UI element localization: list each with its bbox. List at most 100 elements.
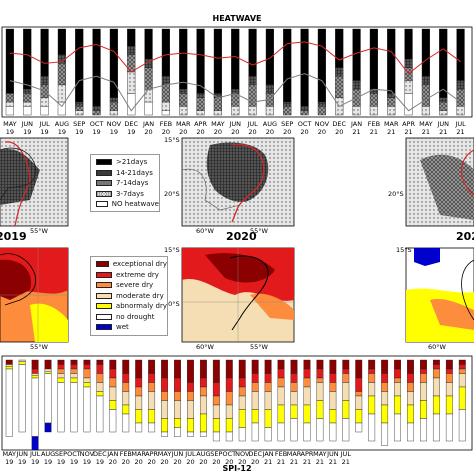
spi-bar-segment bbox=[135, 377, 143, 388]
heatwave-month-label: NOV bbox=[315, 120, 330, 128]
heatwave-bar-segment bbox=[387, 97, 396, 107]
spi-bar-segment bbox=[174, 391, 181, 401]
heatwave-bar-segment bbox=[248, 76, 257, 86]
legend-label: >21days bbox=[116, 158, 148, 167]
spi-bar-segment bbox=[264, 391, 272, 410]
heatwave-bar-segment bbox=[369, 93, 379, 107]
heatwave-year-label: 20 bbox=[196, 128, 204, 136]
spi-bar-segment bbox=[174, 400, 181, 419]
spi-bar-segment bbox=[394, 377, 402, 383]
lat-label-15s-b: 15°S bbox=[164, 246, 180, 254]
heatwave-bar-segment bbox=[57, 101, 67, 116]
spi-bar-segment bbox=[381, 404, 389, 424]
heatwave-red-line bbox=[9, 41, 461, 75]
spi-bar-segment bbox=[303, 422, 311, 442]
spi-bar-segment bbox=[420, 418, 427, 442]
lon-label-55w-b: 55°W bbox=[250, 227, 269, 235]
heatwave-year-label: 20 bbox=[318, 128, 326, 136]
heatwave-bar-segment bbox=[161, 110, 171, 116]
heatwave-year-label: 20 bbox=[144, 128, 152, 136]
spi-bar-segment bbox=[368, 395, 376, 415]
legend-swatch bbox=[96, 324, 112, 331]
spi-bar-segment bbox=[199, 431, 207, 437]
spi-bar-segment bbox=[277, 359, 285, 370]
spi-bar-segment bbox=[432, 359, 440, 365]
spi-year-label: 20 bbox=[238, 458, 246, 466]
spi-year-label: 20 bbox=[251, 458, 259, 466]
spi-bar-segment bbox=[316, 359, 324, 370]
spi-bar-segment bbox=[290, 418, 298, 442]
spi-month-label: AUG bbox=[41, 450, 55, 458]
heatwave-year-label: 19 bbox=[110, 128, 118, 136]
heatwave-bar-segment bbox=[144, 67, 153, 90]
spi-plot-frame bbox=[1, 355, 473, 451]
spi-bar-segment bbox=[57, 364, 65, 370]
heatwave-bar-segment bbox=[335, 28, 344, 68]
spi-bar-segment bbox=[355, 377, 363, 392]
spi-bar-segment bbox=[31, 373, 39, 376]
heatwave-bar-segment bbox=[144, 28, 153, 60]
heatwave-bar-segment bbox=[144, 88, 153, 103]
heatwave-bar-segment bbox=[75, 28, 84, 103]
spi-bar-segment bbox=[251, 409, 259, 424]
spi-bar-segment bbox=[355, 391, 363, 397]
heatwave-bar-segment bbox=[421, 76, 431, 86]
heatwave-month-label: JUN bbox=[20, 120, 33, 128]
year-label-2021: 202 bbox=[456, 230, 474, 243]
heatwave-bar-segment bbox=[196, 93, 205, 99]
heatwave-bar-segment bbox=[283, 106, 292, 116]
heatwave-month-label: JUN bbox=[228, 120, 241, 128]
spi-bar-segment bbox=[264, 427, 272, 442]
heatwave-year-label: 21 bbox=[422, 128, 430, 136]
spi-month-label: JUN bbox=[15, 450, 28, 458]
spi-bar-segment bbox=[109, 368, 117, 379]
spi-bar-segment bbox=[199, 413, 207, 433]
spi-bar-segment bbox=[199, 359, 207, 379]
spi-bar-segment bbox=[109, 386, 117, 401]
spi-bar-segment bbox=[342, 368, 350, 374]
legend-label: exceptional dry bbox=[112, 260, 167, 269]
spi-month-label: NOV bbox=[80, 450, 95, 458]
heatwave-bar-segment bbox=[404, 80, 413, 94]
spi-bar-segment bbox=[109, 409, 117, 433]
spi-bar-segment bbox=[57, 368, 65, 374]
legend-swatch bbox=[96, 303, 112, 310]
heatwave-bar-segment bbox=[179, 28, 188, 90]
heatwave-bar-segment bbox=[213, 28, 223, 94]
legend-item: 3-7days bbox=[91, 189, 159, 200]
heatwave-month-label: JAN bbox=[350, 120, 362, 128]
spi-year-label: 20 bbox=[135, 458, 143, 466]
heatwave-bar-segment bbox=[404, 93, 413, 116]
spi-month-label: JUN bbox=[171, 450, 184, 458]
legend-label: NO heatwave bbox=[111, 200, 159, 209]
spi-bar-segment bbox=[57, 373, 65, 379]
heatwave-bar-segment bbox=[335, 76, 344, 99]
heatwave-bar-segment bbox=[57, 84, 67, 103]
spi-bar-segment bbox=[381, 382, 389, 392]
spi-bar-segment bbox=[407, 404, 414, 424]
legend-label: 7-14days bbox=[116, 179, 149, 188]
spi-bar-segment bbox=[212, 382, 220, 397]
map-2019-spi bbox=[0, 247, 69, 343]
spi-bar-segment bbox=[122, 359, 130, 374]
legend-label: 3-7days bbox=[116, 189, 144, 198]
spi-bar-segment bbox=[316, 400, 324, 419]
spi-month-label: DEC bbox=[93, 450, 107, 458]
legend-item: 14-21days bbox=[91, 168, 159, 179]
heatwave-month-label: MAR bbox=[384, 120, 399, 128]
spi-bar-segment bbox=[316, 382, 324, 401]
heatwave-year-label: 19 bbox=[40, 128, 48, 136]
spi-bar-segment bbox=[83, 364, 91, 370]
spi-bar-segment bbox=[394, 368, 402, 379]
spi-bar-segment bbox=[329, 359, 337, 374]
heatwave-bar-segment bbox=[161, 76, 171, 86]
spi-bar-segment bbox=[161, 391, 169, 401]
spi-bar-segment bbox=[44, 422, 52, 433]
spi-bar-segment bbox=[303, 386, 311, 406]
spi-bar-segment bbox=[238, 427, 246, 442]
legend-swatch bbox=[96, 292, 112, 299]
heatwave-bar-segment bbox=[421, 106, 431, 116]
spi-bar-segment bbox=[277, 422, 285, 442]
spi-bar-segment bbox=[96, 391, 104, 397]
spi-bar-segment bbox=[135, 386, 143, 397]
